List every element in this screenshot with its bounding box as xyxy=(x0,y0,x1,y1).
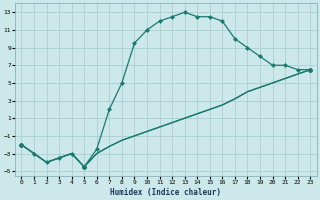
X-axis label: Humidex (Indice chaleur): Humidex (Indice chaleur) xyxy=(110,188,221,197)
